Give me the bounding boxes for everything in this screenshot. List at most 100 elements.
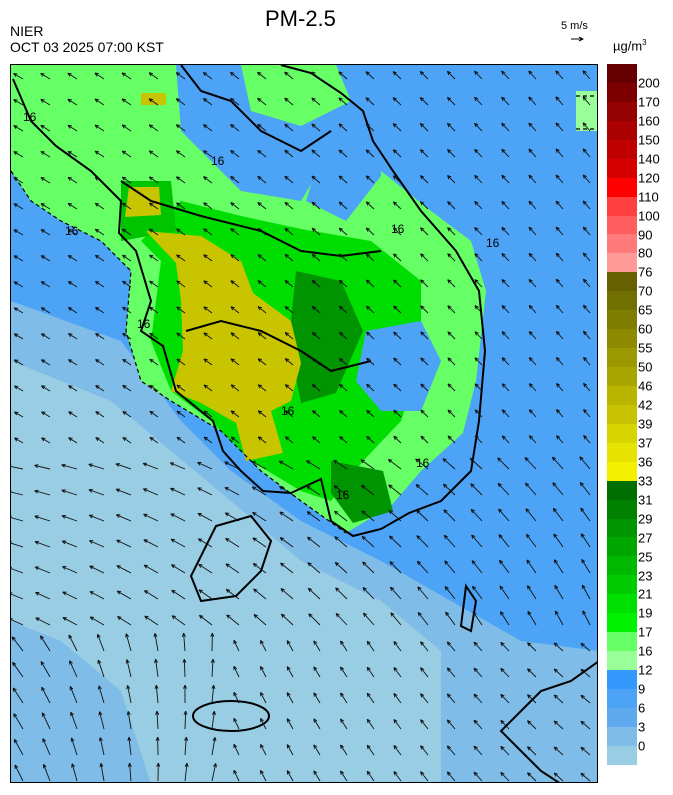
wind-arrow-icon [13, 385, 24, 392]
wind-arrow-icon [393, 666, 402, 678]
wind-arrow-icon [393, 305, 402, 314]
wind-arrow-icon [115, 514, 132, 522]
wind-arrow-icon [94, 124, 105, 132]
wind-arrow-icon [251, 486, 267, 496]
wind-arrow-icon [582, 200, 591, 210]
wind-arrow-icon [284, 436, 294, 444]
wind-arrow-icon [34, 540, 51, 548]
wind-arrow-icon [389, 586, 402, 600]
wind-arrow-icon [175, 176, 186, 184]
wind-arrow-icon [202, 98, 213, 106]
wind-arrow-icon [581, 584, 591, 600]
wind-arrow-icon [306, 485, 321, 496]
wind-arrow-icon [447, 305, 456, 314]
legend-label: 17 [638, 624, 653, 640]
wind-arrow-icon [417, 586, 429, 600]
contour-label: 16 [23, 110, 37, 124]
wind-arrow-icon [175, 72, 186, 80]
wind-arrow-icon [528, 96, 537, 106]
legend-color-swatch [607, 613, 637, 633]
wind-arrow-icon [392, 227, 402, 236]
wind-arrow-icon [11, 464, 24, 470]
wind-arrow-icon [153, 633, 159, 652]
wind-arrow-icon [339, 409, 348, 418]
legend-color-swatch [607, 688, 637, 708]
wind-arrow-icon [13, 203, 24, 210]
wind-arrow-icon [95, 411, 105, 418]
wind-arrow-icon [580, 507, 591, 522]
color-legend [607, 64, 637, 765]
wind-arrow-icon [311, 123, 321, 132]
wind-arrow-icon [555, 409, 564, 418]
wind-arrow-icon [61, 463, 78, 470]
wind-arrow-icon [260, 743, 267, 756]
legend-label: 9 [638, 681, 646, 697]
contour-label: 16 [391, 222, 405, 236]
wind-arrow-icon [67, 202, 78, 210]
wind-arrow-icon [230, 410, 240, 418]
wind-arrow-icon [89, 591, 105, 600]
wind-arrow-icon [338, 97, 348, 106]
wind-arrow-icon [526, 668, 537, 678]
wind-arrow-icon [144, 590, 159, 600]
wind-arrow-icon [257, 358, 267, 366]
wind-arrow-icon [94, 202, 105, 210]
wind-arrow-icon [554, 610, 564, 626]
wind-arrow-icon [67, 98, 78, 106]
wind-arrow-icon [501, 226, 510, 236]
legend-color-swatch [607, 64, 637, 83]
wind-arrow-icon [528, 122, 537, 132]
legend-label: 140 [638, 151, 660, 167]
wind-arrow-icon [67, 176, 78, 184]
wind-arrow-icon [279, 537, 294, 548]
wind-arrow-icon [474, 383, 483, 392]
wind-arrow-icon [42, 763, 51, 782]
wind-arrow-icon [257, 436, 267, 444]
wind-arrow-icon [116, 565, 132, 574]
wind-arrow-icon [446, 667, 456, 678]
legend-label: 33 [638, 473, 653, 489]
unit-label: µg/m3 [613, 38, 647, 53]
wind-arrow-icon [392, 123, 402, 132]
wind-arrow-icon [501, 252, 510, 262]
wind-arrow-icon [580, 694, 591, 704]
wind-arrow-icon [171, 615, 186, 626]
wind-arrow-icon [365, 279, 375, 288]
wind-arrow-icon [393, 435, 402, 444]
legend-color-swatch [607, 367, 637, 386]
wind-arrow-icon [148, 202, 159, 210]
wind-arrow-icon [501, 279, 510, 288]
wind-arrow-icon [312, 436, 321, 444]
wind-arrow-icon [525, 508, 537, 522]
wind-arrow-icon [203, 436, 213, 444]
wind-arrow-icon [313, 666, 321, 678]
wind-arrow-icon [203, 332, 213, 340]
wind-arrow-icon [500, 667, 510, 678]
wind-arrow-icon [338, 149, 348, 158]
wind-arrow-icon [442, 458, 456, 470]
wind-arrow-icon [148, 98, 159, 106]
wind-arrow-icon [67, 150, 78, 158]
wind-arrow-icon [362, 587, 375, 600]
wind-arrow-icon [338, 227, 348, 236]
wind-arrow-icon [230, 228, 240, 236]
legend-label: 76 [638, 264, 653, 280]
wind-arrow-icon [473, 70, 483, 80]
header-info: NIER OCT 03 2025 07:00 KST [10, 23, 164, 55]
tsushima-island [459, 583, 478, 633]
wind-arrow-icon [580, 533, 591, 548]
legend-label: 42 [638, 397, 653, 413]
wind-arrow-icon [473, 745, 483, 756]
wind-arrow-icon [13, 333, 24, 340]
wind-arrow-icon [257, 306, 267, 314]
contour-label: 16 [137, 317, 151, 331]
legend-color-swatch [607, 215, 637, 235]
wind-arrow-icon [313, 640, 321, 652]
wind-arrow-icon [338, 71, 348, 80]
wind-arrow-icon [40, 307, 51, 314]
wind-arrow-icon [555, 226, 564, 236]
wind-arrow-icon [340, 718, 348, 730]
wind-arrow-icon [284, 279, 294, 288]
wind-arrow-icon [393, 331, 402, 340]
wind-arrow-icon [13, 255, 24, 262]
